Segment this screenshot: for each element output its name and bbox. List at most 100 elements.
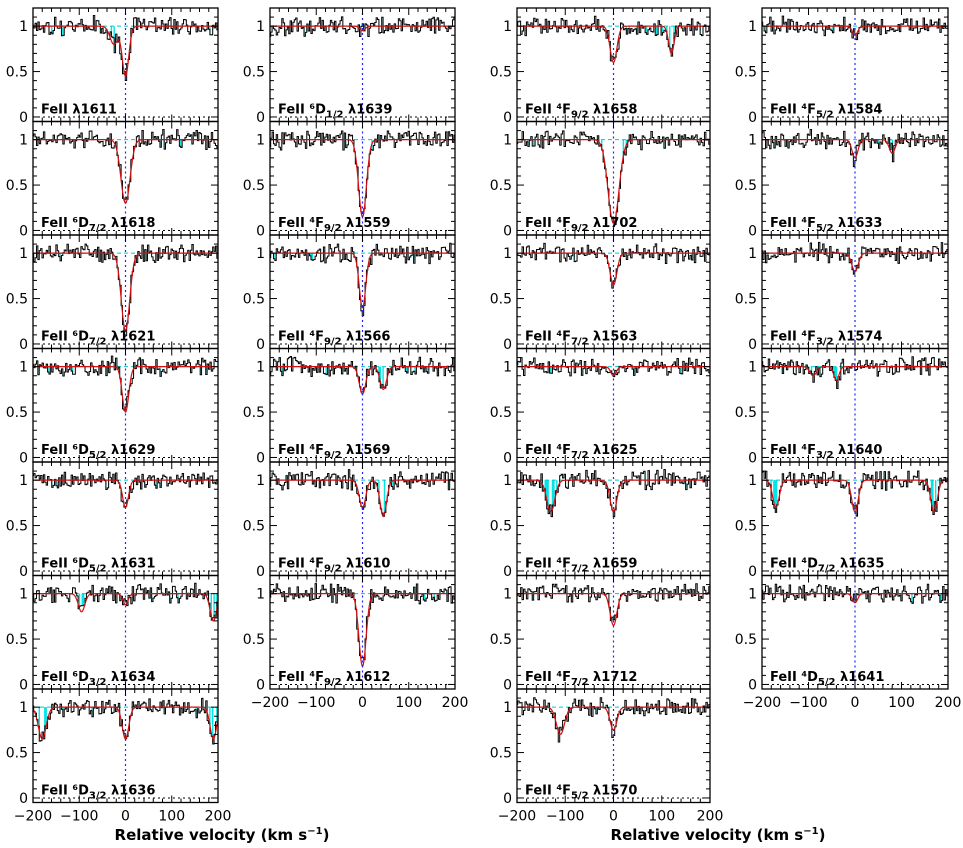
- x-tick-label: −100: [297, 695, 335, 711]
- spectrum-data: [517, 130, 710, 225]
- y-tick-label: 0: [503, 450, 512, 466]
- spectrum-data: [517, 697, 710, 743]
- y-tick-label: 0.5: [243, 65, 265, 81]
- y-tick-label: 0: [256, 223, 265, 239]
- panel-3-7: 0 0.5 1 FeII ⁴F5/2 λ1570 −200 −100 0 100 200: [490, 688, 724, 825]
- x-tick-label: 0: [851, 695, 860, 711]
- y-tick-label: 0.5: [243, 405, 265, 421]
- y-tick-label: 0.5: [6, 178, 28, 194]
- y-tick-label: 1: [19, 133, 28, 149]
- x-tick-label: −100: [546, 809, 584, 825]
- panel-2-6: 0 0.5 1 FeII ⁴F9/2 λ1612 −200 −100 0 100 200: [243, 574, 469, 711]
- model-fit: [762, 366, 948, 381]
- panel-label: FeII ⁴D7/2 λ1635: [770, 557, 884, 575]
- y-tick-label: 0: [503, 791, 512, 807]
- panel-4-3: 0 0.5 1 FeII ⁴F3/2 λ1574: [735, 234, 949, 353]
- panel-label: FeII ⁶D1/2 λ1639: [278, 103, 392, 121]
- panel-1-3: 0 0.5 1 FeII ⁶D7/2 λ1621: [6, 234, 219, 353]
- panel-label: FeII ⁴F7/2 λ1712: [525, 670, 637, 688]
- model-fit: [270, 252, 455, 309]
- y-tick-label: 0.5: [490, 178, 512, 194]
- model-fit: [517, 252, 710, 286]
- y-tick-label: 0: [256, 110, 265, 126]
- panel-plot-area: [270, 121, 455, 235]
- panel-label: FeII ⁴F9/2 λ1658: [525, 103, 637, 121]
- y-tick-label: 0.5: [6, 65, 28, 81]
- panel-label: FeII ⁴F7/2 λ1625: [525, 443, 637, 461]
- panel-3-1: 0 0.5 1 FeII ⁴F9/2 λ1658: [490, 7, 711, 126]
- panel-plot-area: [33, 575, 218, 689]
- panel-plot-area: [33, 689, 218, 803]
- model-fit: [517, 479, 710, 513]
- y-tick-label: 0: [748, 337, 757, 353]
- y-tick-label: 0: [503, 564, 512, 580]
- panel-plot-area: [270, 235, 455, 349]
- model-fit: [762, 479, 948, 513]
- panel-label: FeII ⁴F7/2 λ1563: [525, 330, 637, 348]
- panel-label: FeII ⁴F9/2 λ1566: [278, 330, 390, 348]
- panel-label: FeII ⁴F5/2 λ1633: [770, 216, 882, 234]
- panel-plot-area: [762, 348, 948, 462]
- panel-label: FeII ⁶D3/2 λ1636: [41, 784, 155, 802]
- panel-2-4: 0 0.5 1 FeII ⁴F9/2 λ1569: [243, 347, 456, 466]
- panel-1-4: 0 0.5 1 FeII ⁶D5/2 λ1629: [6, 347, 219, 466]
- panel-label: FeII ⁴F9/2 λ1559: [278, 216, 390, 234]
- y-tick-label: 0: [19, 450, 28, 466]
- contamination-fill: [274, 246, 430, 264]
- panel-2-5: 0 0.5 1 FeII ⁴F9/2 λ1610: [243, 461, 456, 580]
- y-tick-label: 0.5: [735, 405, 757, 421]
- panel-plot-area: [762, 121, 948, 235]
- contamination-fill: [548, 360, 683, 376]
- panel-3-4: 0 0.5 1 FeII ⁴F7/2 λ1625: [490, 347, 711, 466]
- y-tick-label: 0.5: [243, 519, 265, 535]
- x-axis-title-right: Relative velocity (km s−1): [611, 826, 826, 844]
- y-tick-label: 0: [748, 450, 757, 466]
- x-tick-label: −200: [743, 695, 781, 711]
- y-tick-label: 1: [503, 133, 512, 149]
- panel-label: FeII ⁴F3/2 λ1640: [770, 443, 882, 461]
- y-tick-label: 1: [748, 133, 757, 149]
- panels-layer: 0 0.5 1 FeII λ1611 0 0.5 1 FeII ⁶D7/2 λ1618 0 0.5…: [6, 7, 961, 825]
- y-tick-label: 1: [19, 587, 28, 603]
- y-tick-label: 1: [256, 19, 265, 35]
- y-tick-label: 0.5: [490, 746, 512, 762]
- spectrum-data: [762, 241, 948, 275]
- y-tick-label: 0.5: [490, 519, 512, 535]
- x-tick-label: −100: [789, 695, 827, 711]
- panel-1-1: 0 0.5 1 FeII λ1611: [6, 7, 219, 126]
- y-tick-label: 1: [503, 587, 512, 603]
- panel-1-5: 0 0.5 1 FeII ⁶D5/2 λ1631: [6, 461, 219, 580]
- x-tick-label: 200: [442, 695, 469, 711]
- y-tick-label: 0: [256, 677, 265, 693]
- panel-label: FeII ⁴F9/2 λ1569: [278, 443, 390, 461]
- y-tick-label: 1: [503, 360, 512, 376]
- x-tick-label: 100: [395, 695, 422, 711]
- y-tick-label: 1: [256, 360, 265, 376]
- x-tick-label: −200: [498, 809, 536, 825]
- model-fit: [517, 593, 710, 627]
- panel-4-5: 0 0.5 1 FeII ⁴D7/2 λ1635: [735, 461, 949, 580]
- model-fit: [33, 25, 218, 78]
- model-fit: [33, 593, 218, 622]
- y-tick-label: 1: [503, 19, 512, 35]
- y-tick-label: 0: [503, 677, 512, 693]
- y-tick-label: 0: [503, 110, 512, 126]
- y-tick-label: 1: [748, 587, 757, 603]
- spectrum-data: [762, 15, 948, 41]
- panel-2-3: 0 0.5 1 FeII ⁴F9/2 λ1566: [243, 234, 456, 353]
- y-tick-label: 0: [748, 110, 757, 126]
- y-tick-label: 0: [503, 223, 512, 239]
- model-fit: [33, 706, 218, 740]
- y-tick-label: 0.5: [6, 292, 28, 308]
- y-tick-label: 0: [256, 337, 265, 353]
- panel-1-7: 0 0.5 1 FeII ⁶D3/2 λ1636 −200 −100 0 100 200: [6, 688, 231, 825]
- y-tick-label: 1: [19, 19, 28, 35]
- x-tick-label: 200: [697, 809, 724, 825]
- panel-2-2: 0 0.5 1 FeII ⁴F9/2 λ1559: [243, 120, 456, 239]
- contamination-fill: [773, 137, 941, 162]
- panel-3-2: 0 0.5 1 FeII ⁴F9/2 λ1702: [490, 120, 711, 239]
- model-fit: [270, 25, 455, 32]
- spectrum-data: [270, 356, 455, 393]
- y-tick-label: 1: [256, 246, 265, 262]
- panel-label: FeII ⁴F9/2 λ1610: [278, 557, 390, 575]
